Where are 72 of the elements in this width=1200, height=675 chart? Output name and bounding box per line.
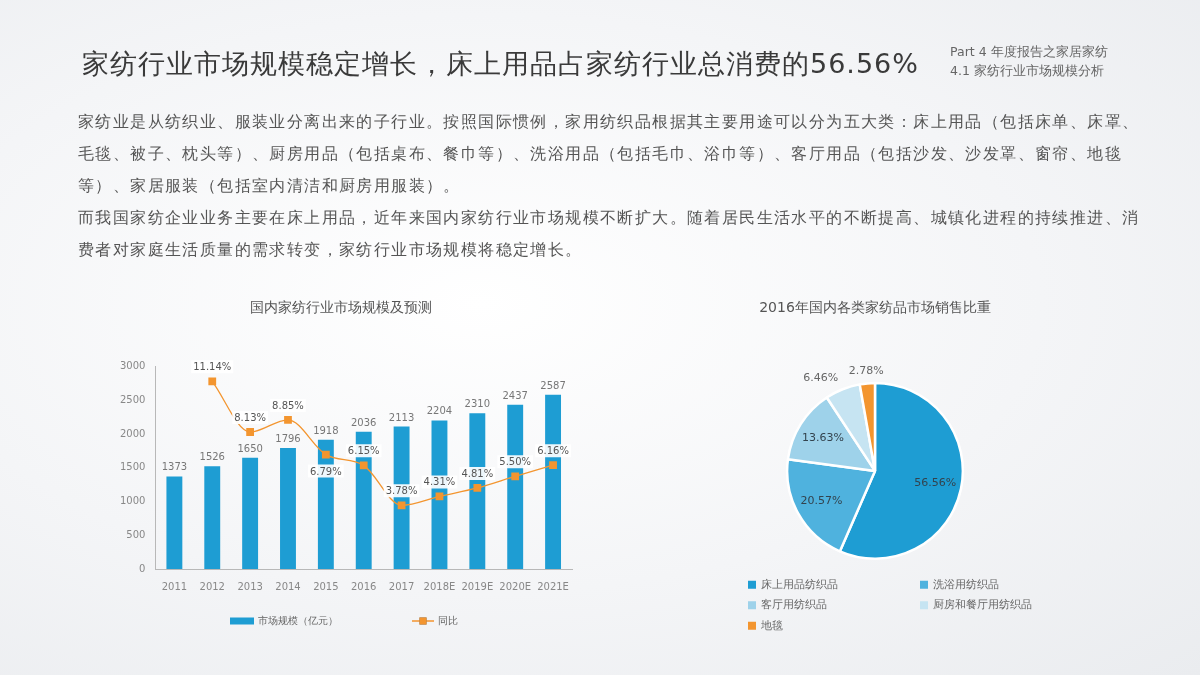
data-label: 1373 (161, 461, 188, 473)
data-label: 1918 (313, 424, 339, 436)
x-tick-label: 2012 (199, 580, 225, 592)
legend-label: 床上用品纺织品 (761, 577, 838, 591)
data-label: 2310 (464, 398, 491, 410)
x-tick-label: 2011 (161, 580, 188, 592)
point (473, 484, 482, 492)
bar (280, 447, 296, 569)
data-label: 11.14% (193, 361, 232, 373)
data-label: 8.85% (272, 399, 304, 411)
point (511, 472, 520, 481)
x-tick-label: 2021E (537, 580, 569, 592)
data-label: 5.50% (499, 456, 532, 468)
data-label: 1650 (237, 442, 263, 454)
point (397, 501, 406, 510)
legend-label: 厨房和餐厅用纺织品 (933, 598, 1032, 612)
bar (242, 457, 259, 569)
data-label: 6.16% (537, 445, 569, 457)
chart-title: 2016年国内各类家纺品市场销售比重 (759, 299, 991, 316)
x-tick-label: 2020E (499, 580, 532, 592)
y-tick-label: 1000 (120, 495, 146, 507)
bar (204, 466, 221, 569)
legend-label: 洗浴用纺织品 (933, 577, 999, 591)
legend-label: 地毯 (760, 618, 783, 632)
data-label: 1796 (275, 432, 301, 444)
data-label: 6.15% (347, 445, 380, 457)
text: 而我国家纺企业业务主要在床上用品，近年来国内家纺行业市场规模不断扩大。随着居民生活水平的不断提高、城镇化进程的持续推进、消费者对家庭生活质量的需求转变，家纺行业市场规模将稳定增长。 (78, 207, 1140, 261)
text: Part 4 年度报告之家居家纺 (950, 43, 1109, 61)
legend-label: 市场规模（亿元） (258, 614, 338, 626)
x-tick-label: 2017 (388, 580, 415, 592)
data-label: 2437 (502, 389, 528, 401)
data-label: 13.63% (801, 430, 844, 444)
data-label: 4.31% (423, 476, 456, 488)
data-label: 4.81% (461, 467, 494, 479)
data-label: 3.78% (385, 485, 418, 497)
y-tick-label: 2000 (120, 427, 146, 439)
y-tick-label: 3000 (120, 360, 146, 372)
x-tick-label: 2014 (275, 580, 301, 592)
bar (166, 476, 183, 569)
y-tick-label: 0 (139, 562, 146, 574)
legend-label: 客厅用纺织品 (761, 598, 827, 612)
x-tick-label: 2018E (423, 580, 456, 592)
data-label: 2587 (540, 379, 566, 391)
text: 家纺业是从纺织业、服装业分离出来的子行业。按照国际惯例，家用纺织品根据其主要用途可以分为五大类：床上用品（包括床单、床罩、毛毯、被子、枕头等）、厨房用品（包括桌布、餐巾等）、洗浴用品（包括毛巾、浴巾等）、客厅用品（包括沙发、沙发罩、窗帘、地毯等）、家居服装（包括室内清洁和厨房用服装）。 (78, 111, 1140, 197)
point (435, 492, 444, 501)
point (246, 428, 255, 436)
data-label: 56.56% (914, 476, 957, 490)
y-tick-label: 1500 (120, 461, 146, 473)
data-label: 2204 (426, 405, 453, 417)
chart-title: 国内家纺行业市场规模及预测 (250, 299, 432, 316)
data-label: 1526 (199, 451, 225, 463)
y-tick-label: 2500 (120, 394, 146, 406)
x-tick-label: 2016 (351, 580, 377, 592)
data-label: 20.57% (800, 493, 843, 507)
point (549, 461, 557, 470)
data-label: 6.79% (309, 465, 342, 477)
point (208, 377, 217, 386)
data-label: 6.46% (803, 370, 839, 384)
text: 4.1 家纺行业市场规模分析 (950, 62, 1105, 80)
text: 家纺行业市场规模稳定增长，床上用品占家纺行业总消费的56.56% (82, 47, 919, 81)
data-label: 2.78% (848, 364, 884, 378)
y-tick-label: 500 (126, 528, 146, 540)
data-label: 2113 (388, 411, 415, 423)
x-tick-label: 2015 (313, 580, 339, 592)
x-tick-label: 2013 (237, 580, 263, 592)
point (321, 450, 330, 459)
point (359, 461, 368, 470)
legend-label: 同比 (438, 614, 458, 626)
x-tick-label: 2019E (461, 580, 494, 592)
point (284, 415, 292, 424)
data-label: 8.13% (234, 412, 267, 424)
data-label: 2036 (351, 416, 377, 428)
